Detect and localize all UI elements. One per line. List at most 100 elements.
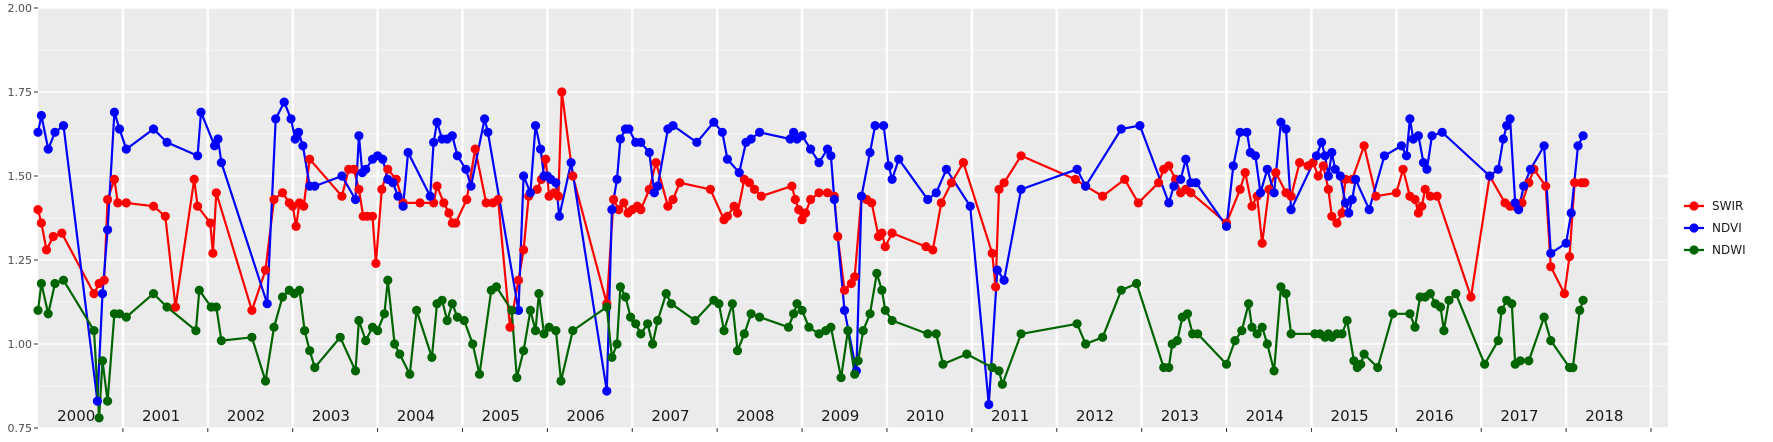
ndwi-point [1359, 349, 1369, 359]
ndwi-point [783, 322, 794, 332]
swir-point [383, 164, 393, 174]
ndwi-point [938, 359, 948, 369]
swir-point [1398, 164, 1408, 174]
ndwi-point [997, 379, 1008, 389]
swir-point [160, 211, 170, 221]
swir-point [839, 285, 850, 295]
year-label: 2002 [227, 407, 265, 425]
swir-point [787, 181, 797, 191]
ndvi-point [1176, 174, 1186, 184]
swir-point [1559, 289, 1569, 299]
ndwi-point [653, 315, 663, 326]
ndvi-point [452, 151, 462, 161]
ndvi-point [337, 171, 347, 181]
swir-point [277, 188, 288, 198]
ndvi-point [213, 134, 223, 144]
swir-point [481, 198, 491, 208]
ndwi-point [607, 352, 617, 362]
ndwi-point [412, 305, 422, 315]
ndvi-point [210, 141, 220, 151]
ndvi-point [644, 147, 654, 158]
swir-point [790, 194, 800, 205]
swir-point [663, 201, 673, 211]
ndvi-point [216, 158, 226, 168]
ndvi-point [162, 137, 172, 147]
swir-point [349, 164, 359, 174]
ndvi-point [1262, 164, 1272, 174]
ndwi-point [383, 275, 393, 285]
ndwi-point [626, 312, 636, 322]
ndvi-point [814, 158, 824, 168]
ndwi-point [1515, 356, 1525, 366]
ndvi-point [1351, 174, 1361, 184]
ndvi-point [398, 201, 408, 211]
swir-point [415, 198, 425, 208]
swir-point [109, 174, 119, 184]
ndvi-point [734, 168, 744, 178]
ndwi-point [544, 322, 554, 332]
ndvi-point [755, 127, 765, 137]
ndvi-point [1422, 164, 1432, 174]
ndwi-point [1444, 295, 1454, 305]
swir-point [1133, 198, 1143, 208]
swir-point [170, 302, 181, 312]
ndwi-point [97, 356, 108, 366]
swir-point [1332, 218, 1342, 228]
ndwi-point [1356, 359, 1366, 369]
ndvi-point [829, 194, 839, 205]
swir-point [1308, 158, 1318, 168]
y-tick-label: 1.75 [8, 86, 33, 99]
ndwi-point [216, 336, 226, 346]
ndwi-point [887, 315, 897, 326]
ndvi-point [984, 399, 994, 410]
swir-point [462, 194, 472, 205]
swir-point [337, 191, 347, 201]
swir-point [505, 322, 515, 332]
ndvi-point [1221, 221, 1232, 231]
ndvi-point [1437, 127, 1447, 137]
ndvi-point [58, 121, 69, 131]
year-label: 2008 [736, 407, 774, 425]
ndwi-point [797, 305, 807, 315]
swir-point [1420, 184, 1430, 194]
ndvi-point [1235, 127, 1245, 137]
swir-point [675, 178, 685, 188]
swir-point [148, 201, 159, 211]
ndwi-point [666, 299, 676, 309]
ndwi-point [1230, 336, 1240, 346]
ndwi-point [260, 376, 271, 386]
ndwi-point [1575, 305, 1585, 315]
ndvi-point [806, 144, 816, 154]
swir-point [1391, 188, 1401, 198]
swir-point [1318, 161, 1328, 171]
ndvi-point [447, 131, 457, 141]
ndwi-point [732, 346, 743, 356]
ndvi-point [1493, 164, 1503, 174]
ndwi-point [427, 352, 437, 362]
swir-point [794, 205, 804, 215]
ndvi-point [121, 144, 131, 154]
swir-point [1120, 174, 1130, 184]
ndwi-point [1221, 359, 1232, 369]
ndwi-point [379, 309, 389, 319]
ndwi-point [1262, 339, 1272, 349]
swir-point [439, 198, 449, 208]
ndwi-point [1451, 289, 1461, 299]
swir-point [57, 228, 67, 238]
ndwi-point [1539, 312, 1549, 322]
ndvi-point [1505, 114, 1515, 124]
swir-point [1154, 178, 1164, 188]
ndwi-point [539, 329, 549, 339]
swir-point [493, 194, 503, 205]
swir-point [33, 205, 43, 215]
ndwi-point [1425, 289, 1435, 299]
ndvi-point [965, 201, 975, 211]
ndvi-point [992, 265, 1002, 275]
ndvi-point [1344, 208, 1354, 218]
ndwi-point [1237, 326, 1247, 336]
ndwi-point [36, 278, 47, 289]
swir-point [121, 198, 131, 208]
ndwi-point [1286, 329, 1296, 339]
legend-label-swir: SWIR [1712, 199, 1743, 213]
